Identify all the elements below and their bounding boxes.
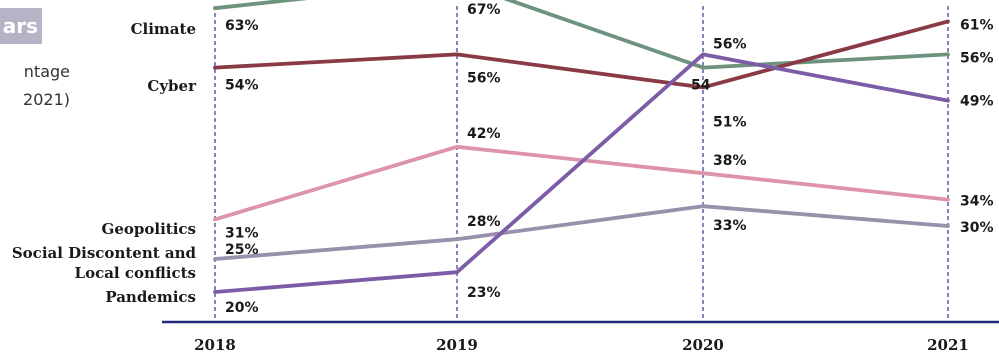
series-label-social-discontent-and-local-conflicts-1: Social Discontent and [12,244,197,262]
value-label-social-discontent-and-local-conflicts-2019: 28% [467,214,501,230]
series-label-geopolitics: Geopolitics [102,220,196,238]
value-labels: 63% 67% 54 56% 54% 56% 51% 61% 31% 42% 38% 34% 25% 28… [225,2,994,316]
value-label-cyber-2020: 51% [713,114,747,130]
series-label-pandemics: Pandemics [105,288,196,306]
value-label-pandemics-2020: 56% [713,36,747,52]
x-tick-label-2019: 2019 [436,336,478,354]
value-label-geopolitics-2020: 38% [713,153,747,169]
series-line-climate [213,0,950,70]
value-label-geopolitics-2021: 34% [960,194,994,210]
value-label-climate-2020: 54 [691,78,711,94]
header-subtitle-line-1: ntage [23,62,70,81]
header-badge: ars [0,8,42,44]
series-label-social-discontent-and-local-conflicts-2: Local conflicts [75,264,196,282]
value-label-cyber-2018: 54% [225,78,259,94]
series-line-geopolitics [213,144,950,222]
value-label-geopolitics-2019: 42% [467,126,501,142]
x-tick-label-2021: 2021 [927,336,969,354]
year-guides [214,6,949,322]
value-label-pandemics-2019: 23% [467,285,501,301]
series-lines [213,0,950,294]
series-line-cyber [213,19,950,90]
value-label-climate-2019: 67% [467,2,501,18]
series-line-pandemics [213,52,950,294]
x-tick-label-2020: 2020 [682,336,724,354]
value-label-social-discontent-and-local-conflicts-2021: 30% [960,220,994,236]
x-tick-label-2018: 2018 [194,336,236,354]
value-label-social-discontent-and-local-conflicts-2020: 33% [713,218,747,234]
value-label-cyber-2019: 56% [467,70,501,86]
series-label-climate: Climate [131,20,196,38]
value-label-geopolitics-2018: 31% [225,225,259,241]
value-label-pandemics-2021: 49% [960,94,994,110]
series-labels: Climate Cyber Geopolitics Social Discontent… [12,20,197,306]
header-subtitle-line-2: 2021) [23,90,70,109]
value-label-cyber-2021: 61% [960,17,994,33]
series-label-cyber: Cyber [147,77,197,95]
value-label-climate-2018: 63% [225,18,259,34]
series-line-social-discontent-and-local-conflicts [213,204,950,261]
value-label-social-discontent-and-local-conflicts-2018: 25% [225,242,259,258]
header-badge-text: ars [2,14,38,38]
x-axis: 2018 2019 2020 2021 [162,320,999,354]
value-label-climate-2021: 56% [960,50,994,66]
value-label-pandemics-2018: 20% [225,300,259,316]
